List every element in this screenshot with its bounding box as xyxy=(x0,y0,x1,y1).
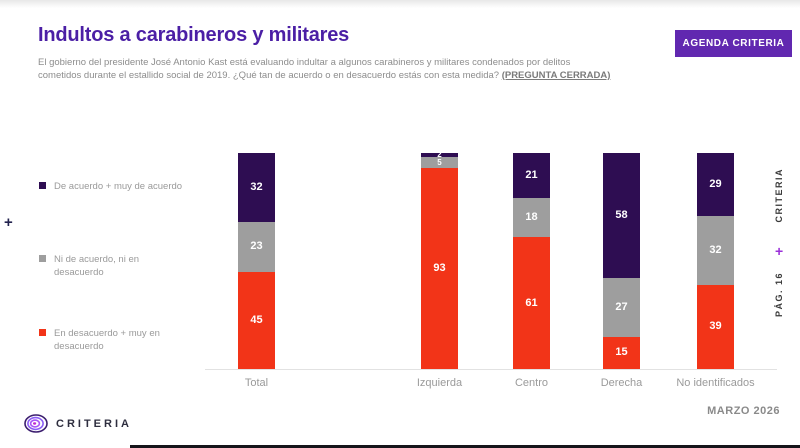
page-title: Indultos a carabineros y militares xyxy=(38,24,350,46)
category-label: Izquierda xyxy=(416,377,463,389)
slide-top-shadow xyxy=(0,0,800,8)
criteria-logo: CRITERIA xyxy=(24,414,132,433)
bar-value-label: 23 xyxy=(250,240,263,253)
legend-item-neutral: Ni de acuerdo, ni en desacuerdo xyxy=(39,253,224,279)
subtitle-line1: El gobierno del presidente José Antonio … xyxy=(38,57,571,68)
bar-segment: 29 xyxy=(697,153,734,216)
plus-right-decoration: + xyxy=(775,243,784,259)
category-label: Total xyxy=(244,377,269,389)
legend-label-neutral: Ni de acuerdo, ni en desacuerdo xyxy=(54,254,140,278)
bar-centro: 21 18 61 xyxy=(513,153,550,369)
bar-segment: 5 xyxy=(421,157,458,169)
bar-value-label: 18 xyxy=(525,211,538,224)
subtitle-line2: cometidos durante el estallido social de… xyxy=(38,70,502,81)
bar-segment: 58 xyxy=(603,153,640,279)
bar-value-label: 2 xyxy=(437,150,442,160)
bar-value-label: 32 xyxy=(709,243,722,256)
category-label: Derecha xyxy=(600,377,643,389)
legend-item-disagree: En desacuerdo + muy en desacuerdo xyxy=(39,327,224,353)
plus-left-decoration: + xyxy=(4,214,13,231)
bottom-edge-strip xyxy=(130,445,800,448)
bar-value-label: 27 xyxy=(615,300,628,313)
bar-izquierda: 2 5 93 xyxy=(421,150,458,369)
bar-segment: 39 xyxy=(697,284,734,369)
legend-label-disagree: En desacuerdo + muy en desacuerdo xyxy=(54,328,160,352)
bar-derecha: 58 27 15 xyxy=(603,153,640,369)
legend-item-agree: De acuerdo + muy de acuerdo xyxy=(39,180,224,193)
bar-no-identificados: 29 32 39 xyxy=(697,153,734,369)
bar-value-label: 93 xyxy=(433,262,446,275)
subtitle: El gobierno del presidente José Antonio … xyxy=(38,56,638,82)
date-label: MARZO 2026 xyxy=(707,405,780,417)
rail-brand-label: CRITERIA xyxy=(774,168,784,223)
criteria-logo-text: CRITERIA xyxy=(56,417,132,430)
category-label: Centro xyxy=(514,377,549,389)
bar-segment: 15 xyxy=(603,336,640,369)
legend-swatch-agree xyxy=(39,182,46,189)
bar-value-label: 39 xyxy=(709,320,722,333)
bar-segment: 93 xyxy=(421,168,458,369)
bar-total: 32 23 45 xyxy=(238,153,275,369)
bar-value-label: 5 xyxy=(437,157,442,167)
bar-value-label: 29 xyxy=(709,177,722,190)
bar-value-label: 15 xyxy=(615,346,628,359)
bar-value-label: 61 xyxy=(525,296,538,309)
chart-region: 32 23 45 Total 2 5 93 Izquierda 21 18 61 Centro 58 27… xyxy=(205,150,777,389)
bar-segment: 32 xyxy=(238,153,275,223)
bar-value-label: 32 xyxy=(250,181,263,194)
bar-segment: 27 xyxy=(603,278,640,337)
bar-value-label: 58 xyxy=(615,209,628,222)
bar-segment: 23 xyxy=(238,222,275,272)
legend-swatch-neutral xyxy=(39,255,46,262)
bar-segment: 2 xyxy=(421,150,458,160)
agenda-criteria-button[interactable]: AGENDA CRITERIA xyxy=(675,30,792,57)
bar-value-label: 45 xyxy=(250,313,263,326)
bar-segment: 18 xyxy=(513,198,550,238)
criteria-logo-icon xyxy=(24,414,48,433)
bar-segment: 45 xyxy=(238,271,275,369)
bar-value-label: 21 xyxy=(525,169,538,182)
bar-segment: 32 xyxy=(697,215,734,285)
bar-segment: 21 xyxy=(513,153,550,199)
subtitle-highlight: (PREGUNTA CERRADA) xyxy=(501,70,611,81)
bar-segment: 61 xyxy=(513,237,550,369)
legend-swatch-disagree xyxy=(39,329,46,336)
legend-label-agree: De acuerdo + muy de acuerdo xyxy=(54,181,183,192)
category-label: No identificados xyxy=(676,377,755,389)
rail-page-number: PÁG. 16 xyxy=(774,272,784,318)
